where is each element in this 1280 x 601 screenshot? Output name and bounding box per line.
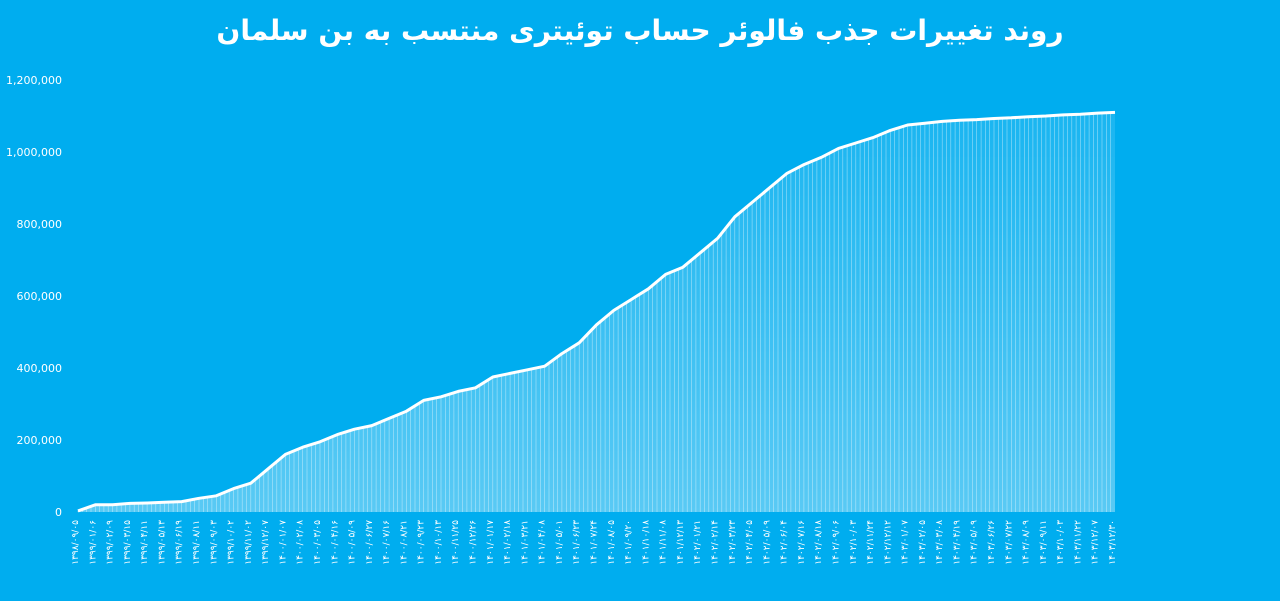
x-tick-label: ۱۴۰۱/۰۸/۰۵	[607, 520, 617, 565]
x-tick-label: ۱۴۰۲/۰۴/۰۵	[745, 520, 755, 565]
x-tick-label: ۱۴۰۰/۱۰/۱۳	[434, 520, 444, 565]
x-tick-label: ۱۴۰۱/۰۱/۱۷	[486, 520, 496, 565]
x-tick-label: ۱۴۰۳/۱۰/۰۳	[1056, 520, 1066, 565]
x-tick-label: ۱۴۰۳/۰۶/۲۶	[987, 520, 997, 565]
x-tick-label: ۱۳۹۹/۰۵/۱۳	[157, 520, 167, 565]
x-tick-label: ۱۳۹۹/۰۶/۱۹	[175, 520, 185, 565]
x-tick-label: ۱۴۰۱/۰۹/۲۰	[624, 520, 634, 565]
y-tick-label: 600,000	[17, 290, 63, 303]
x-tick-label: ۱۴۰۰/۱۲/۲۶	[469, 520, 479, 565]
x-tick-label: ۱۴۰۲/۰۹/۰۶	[831, 520, 841, 565]
x-tick-label: ۱۳۹۹/۰۸/۱۱	[192, 520, 202, 565]
x-tick-label: ۱۳۹۹/۰۳/۱۵	[123, 520, 133, 565]
x-tick-label: ۱۳۹۹/۰۱/۰۶	[88, 520, 98, 565]
x-tick-label: ۱۴۰۳/۰۵/۰۹	[970, 520, 980, 565]
x-tick-label: ۱۴۰۱/۰۴/۰۸	[538, 520, 548, 565]
x-tick-label: ۱۴۰۲/۱۲/۱۲	[883, 520, 893, 565]
x-tick-label: ۱۴۰۲/۰۵/۰۹	[762, 520, 772, 565]
y-tick-label: 0	[55, 506, 62, 519]
area-layer	[77, 110, 1116, 513]
x-tick-label: ۱۴۰۳/۱۲/۰۷	[1091, 520, 1101, 565]
x-tick-label: ۱۴۰۰/۰۴/۱۶	[330, 520, 340, 565]
x-tick-label: ۱۴۰۰/۰۹/۲۳	[417, 520, 427, 565]
x-tick-label: ۱۴۰۲/۰۶/۰۴	[780, 520, 790, 565]
y-axis: 0 200,000 400,000 600,000 800,000 1,000,000 1,…	[6, 74, 62, 519]
x-tick-label: ۱۴۰۰/۰۸/۲۱	[399, 520, 409, 565]
x-tick-label: ۱۴۰۲/۰۸/۱۸	[814, 520, 824, 565]
x-tick-label: ۱۴۰۰/۰۱/۰۷	[278, 520, 288, 565]
x-tick-label: ۱۳۹۹/۱۱/۰۲	[244, 520, 254, 565]
x-tick-label: ۱۴۰۱/۱۲/۱۳	[676, 520, 686, 565]
x-tick-label: ۱۴۰۳/۰۱/۰۷	[901, 520, 911, 565]
y-tick-label: 1,200,000	[6, 74, 62, 87]
x-tick-label: ۱۳۹۸/۰۹/۰۵	[71, 520, 81, 565]
x-tick-label: ۱۴۰۲/۱۰/۰۳	[849, 520, 859, 565]
x-tick-label: ۱۴۰۲/۱۱/۲۴	[866, 520, 876, 565]
x-tick-label: ۱۴۰۳/۰۹/۱۱	[1039, 520, 1049, 565]
x-tick-label: ۱۴۰۳/۰۷/۲۲	[1004, 520, 1014, 565]
x-tick-label: ۱۴۰۱/۰۷/۲۴	[590, 520, 600, 565]
x-tick-label: ۱۴۰۳/۱۱/۲۲	[1073, 520, 1083, 565]
y-tick-label: 800,000	[17, 218, 63, 231]
chart-title: روند تغییرات جذب فالوئر حساب توئیتری منت…	[216, 14, 1064, 47]
x-tick-label: ۱۴۰۱/۰۵/۰۱	[555, 520, 565, 565]
x-tick-label: ۱۴۰۲/۰۲/۱۴	[710, 520, 720, 565]
x-axis: ۱۳۹۸/۰۹/۰۵ ۱۳۹۹/۰۱/۰۶ ۱۳۹۹/۰۲/۰۹ ۱۳۹۹/۰۳/۱۵…	[71, 520, 1118, 565]
x-tick-label: ۱۴۰۰/۱۱/۲۵	[451, 520, 461, 565]
y-tick-label: 400,000	[17, 362, 63, 375]
x-tick-label: ۱۴۰۱/۰۲/۱۸	[503, 520, 513, 565]
x-tick-label: ۱۴۰۱/۱۰/۱۸	[641, 520, 651, 565]
x-tick-label: ۱۴۰۰/۰۵/۰۹	[348, 520, 358, 565]
x-tick-label: ۱۴۰۳/۰۴/۱۹	[952, 520, 962, 565]
x-tick-label: ۱۴۰۰/۰۶/۲۷	[365, 520, 375, 565]
x-tick-label: ۱۴۰۰/۰۳/۰۵	[313, 520, 323, 565]
x-tick-label: ۱۴۰۳/۰۳/۰۸	[935, 520, 945, 565]
x-tick-label: ۱۴۰۰/۰۷/۱۶	[382, 520, 392, 565]
x-tick-label: ۱۳۹۹/۱۰/۰۲	[227, 520, 237, 565]
x-tick-label: ۱۴۰۳/۰۸/۰۹	[1022, 520, 1032, 565]
x-tick-label: ۱۴۰۱/۰۶/۲۳	[572, 520, 582, 565]
x-tick-label: ۱۳۹۹/۱۲/۰۷	[261, 520, 271, 565]
y-tick-label: 200,000	[17, 434, 63, 447]
x-tick-label: ۱۳۹۹/۰۹/۰۳	[209, 520, 219, 565]
x-tick-label: ۱۴۰۱/۱۱/۰۸	[659, 520, 669, 565]
series-line	[77, 110, 1116, 513]
x-tick-label: ۱۴۰۰/۰۲/۰۸	[296, 520, 306, 565]
x-tick-label: ۱۴۰۳/۰۲/۰۵	[918, 520, 928, 565]
x-tick-label: ۱۳۹۹/۰۲/۰۹	[106, 520, 116, 565]
x-tick-label: ۱۳۹۹/۰۴/۱۱	[140, 520, 150, 565]
x-tick-label: ۱۴۰۲/۰۷/۱۶	[797, 520, 807, 565]
x-tick-label: ۱۴۰۲/۰۱/۲۱	[693, 520, 703, 565]
x-tick-label: ۱۴۰۱/۰۳/۲۱	[520, 520, 530, 565]
x-tick-label: ۱۴۰۲/۰۳/۲۳	[728, 520, 738, 565]
x-tick-label: ۱۴۰۳/۱۲/۳۰	[1108, 520, 1118, 565]
y-tick-label: 1,000,000	[6, 146, 62, 159]
